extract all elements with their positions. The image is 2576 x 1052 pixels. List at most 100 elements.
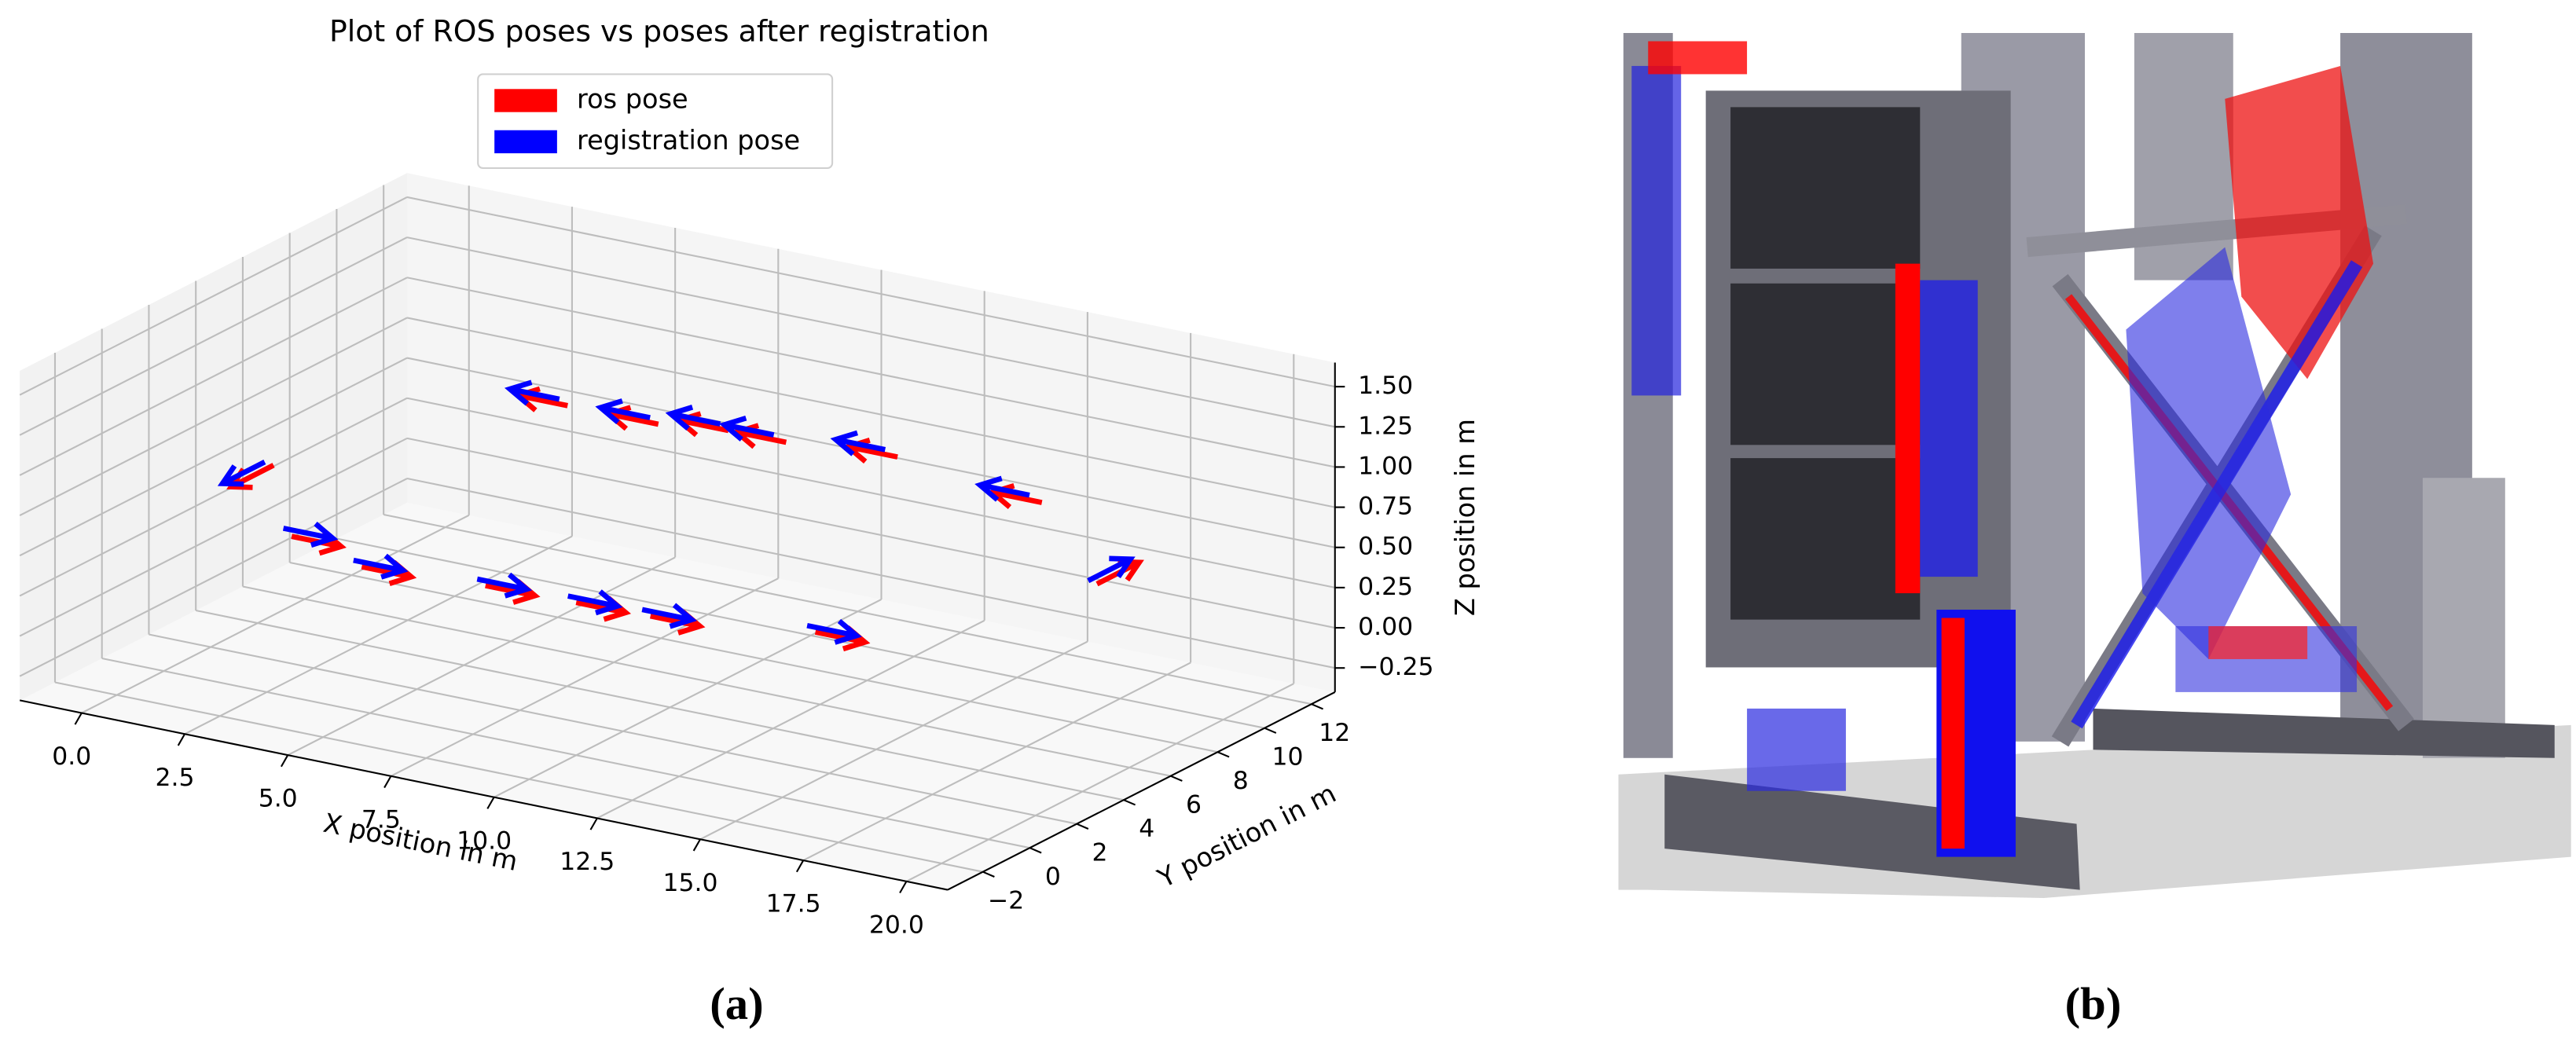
y-tick-label: 8 [1233, 767, 1249, 795]
grid-line [242, 585, 1171, 777]
grid-line [406, 277, 1335, 468]
grid-line [406, 397, 1335, 588]
x-tick-label: 15.0 [662, 869, 717, 897]
x-tick-label: 0.0 [52, 742, 91, 771]
z-tick-label: 0.50 [1358, 533, 1413, 561]
y-tick-label: 4 [1139, 815, 1154, 843]
grid-line [905, 683, 1294, 882]
pane-back [407, 173, 1335, 692]
x-tick [486, 797, 495, 809]
y-tick-label: 6 [1186, 790, 1202, 819]
grid-line [406, 236, 1335, 428]
y-tick [1076, 823, 1089, 830]
red-points [1648, 41, 1748, 75]
z-tick-label: 0.00 [1358, 613, 1413, 641]
y-tick [1123, 799, 1136, 806]
pose-arrow [476, 572, 533, 599]
z-tick-label: 1.50 [1358, 372, 1413, 400]
pose-arrow [1087, 555, 1136, 584]
pose-arrow [217, 459, 266, 487]
y-tick-label: −2 [988, 886, 1024, 915]
radiator-panel [1730, 283, 1921, 445]
x-tick-label: 7.5 [361, 805, 401, 834]
grid-line [19, 277, 408, 476]
z-tick-label: −0.25 [1358, 653, 1433, 681]
x-tick [280, 754, 289, 768]
chart-title: Plot of ROS poses vs poses after registr… [329, 14, 989, 49]
blue-points [2126, 247, 2292, 659]
y-tick [1029, 847, 1042, 854]
legend-swatch [494, 89, 557, 112]
grid-line [19, 478, 408, 677]
x-tick [383, 775, 392, 789]
z-tick-label: 0.75 [1358, 493, 1413, 521]
pose-arrow [665, 405, 721, 431]
grid-line [406, 196, 1335, 388]
pose-arrow [830, 430, 886, 456]
x-axis-label: X position in m [321, 808, 520, 877]
pose-arrow [353, 553, 409, 580]
grid-line [406, 317, 1335, 508]
red-points [1941, 618, 1965, 849]
caption: (b) [2065, 978, 2122, 1029]
pane-left [20, 173, 408, 701]
y-axis-label: Y position in m [1152, 778, 1341, 894]
pose-arrow [504, 379, 560, 406]
point-cloud-image [1618, 33, 2571, 923]
x-tick [177, 733, 185, 746]
grid-line [19, 357, 408, 557]
x-tick [899, 881, 908, 894]
legend-swatch [494, 130, 557, 154]
pose-arrow [641, 603, 698, 629]
legend-box [477, 73, 834, 170]
x-tick [692, 838, 701, 852]
grid-line [802, 662, 1191, 861]
frame-part [2422, 478, 2505, 758]
pose-arrow [718, 415, 775, 442]
blue-points [1631, 65, 1682, 396]
x-tick [74, 712, 83, 725]
grid-line [19, 317, 408, 517]
grid-line [19, 196, 408, 396]
grid-line [406, 478, 1335, 669]
chart-3d: Plot of ROS poses vs poses after registr… [19, 14, 1481, 939]
z-tick-label: 1.00 [1358, 452, 1413, 480]
pose-arrow [806, 618, 862, 645]
pose-arrow [595, 398, 651, 425]
grid-line [336, 537, 1265, 729]
grid-line [383, 513, 1312, 706]
y-tick [1311, 703, 1323, 710]
grid-line [699, 640, 1088, 841]
x-tick [589, 817, 598, 830]
red-points [2208, 626, 2308, 659]
grid-line [81, 514, 470, 714]
z-axis-label: Z position in m [1450, 419, 1481, 616]
x-tick-label: 2.5 [155, 764, 194, 792]
x-tick-label: 17.5 [766, 890, 821, 918]
y-tick [1170, 775, 1183, 782]
legend-label: registration pose [577, 125, 800, 156]
y-tick-label: 0 [1045, 863, 1061, 891]
y-tick-label: 12 [1319, 719, 1350, 747]
radiator-panel [1730, 107, 1921, 269]
grid-line [19, 397, 408, 597]
x-tick-label: 20.0 [869, 911, 924, 939]
legend-label: ros pose [577, 83, 688, 114]
blue-points [1747, 708, 1846, 791]
red-points [1895, 263, 1921, 594]
y-tick [1264, 727, 1277, 734]
pose-arrow [567, 589, 623, 616]
z-tick-label: 0.25 [1358, 573, 1413, 601]
legend: ros pose registration pose [477, 73, 834, 170]
grid-line [149, 633, 1077, 825]
rail [2093, 708, 2555, 758]
x-tick-label: 5.0 [259, 785, 298, 813]
caption: (a) [710, 978, 763, 1029]
y-tick-label: 2 [1092, 838, 1108, 867]
grid-line [184, 535, 573, 735]
x-tick-label: 10.0 [457, 827, 512, 855]
grid-line [289, 561, 1218, 753]
grid-line [287, 556, 676, 756]
y-tick [1217, 751, 1230, 758]
